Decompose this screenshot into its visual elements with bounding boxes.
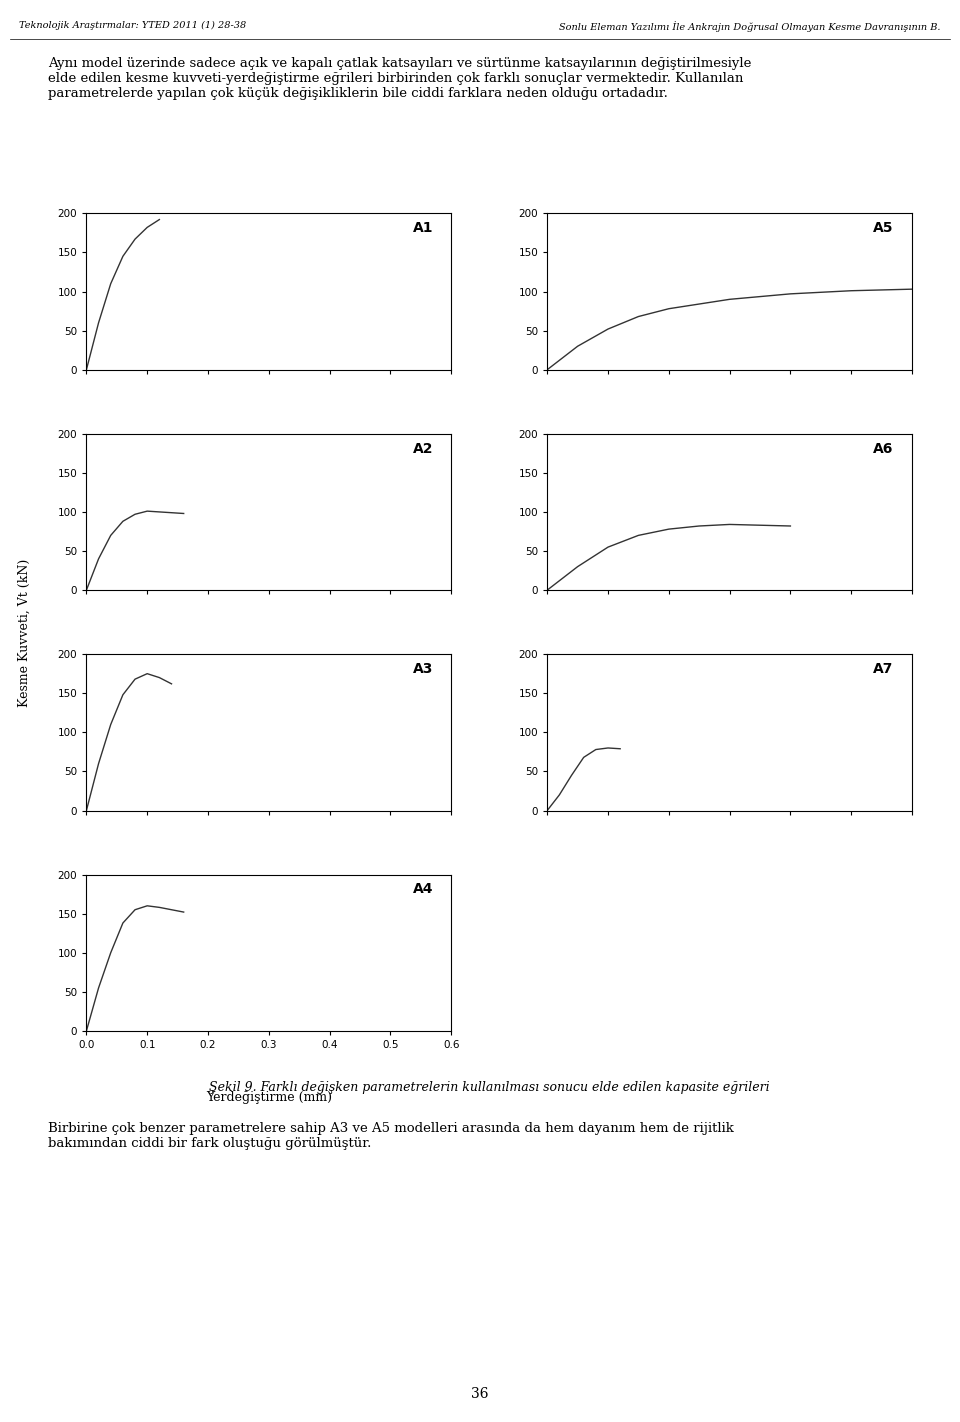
Text: A5: A5	[874, 220, 894, 235]
Text: A4: A4	[413, 882, 433, 896]
Text: Aynı model üzerinde sadece açık ve kapalı çatlak katsayıları ve sürtünme katsayı: Aynı model üzerinde sadece açık ve kapal…	[48, 57, 752, 100]
Text: A1: A1	[413, 220, 433, 235]
Text: 36: 36	[471, 1386, 489, 1401]
Text: Kesme Kuvveti, Vt (kN): Kesme Kuvveti, Vt (kN)	[17, 559, 31, 707]
Text: A6: A6	[874, 441, 894, 455]
Text: Birbirine çok benzer parametrelere sahip A3 ve A5 modelleri arasında da hem daya: Birbirine çok benzer parametrelere sahip…	[48, 1122, 733, 1150]
Text: Sonlu Eleman Yazılımı İle Ankrajın Doğrusal Olmayan Kesme Davranışının B.: Sonlu Eleman Yazılımı İle Ankrajın Doğru…	[560, 21, 941, 33]
Text: A3: A3	[413, 663, 433, 675]
Text: Yerdeğiştirme (mm): Yerdeğiştirme (mm)	[205, 1091, 332, 1105]
Text: Şekil 9. Farklı değişken parametrelerin kullanılması sonucu elde edilen kapasite: Şekil 9. Farklı değişken parametrelerin …	[209, 1081, 770, 1094]
Text: A2: A2	[413, 441, 433, 455]
Text: A7: A7	[874, 663, 894, 675]
Text: Teknolojik Araştırmalar: YTED 2011 (1) 28-38: Teknolojik Araştırmalar: YTED 2011 (1) 2…	[19, 21, 247, 30]
